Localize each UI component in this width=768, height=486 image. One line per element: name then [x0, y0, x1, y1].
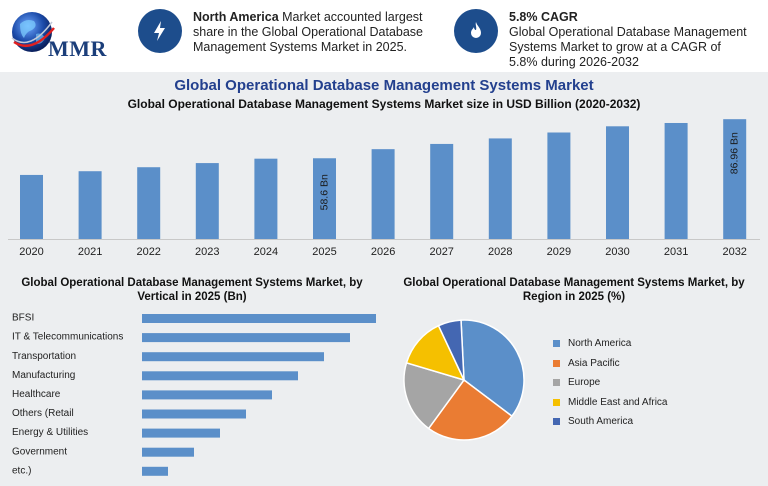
bar-2025: [313, 158, 336, 239]
x-tick-label: 2028: [488, 246, 512, 258]
x-tick-label: 2022: [136, 246, 160, 258]
bar-2032: [723, 119, 747, 239]
category-label: Transportation: [12, 351, 76, 362]
legend-item: Europe: [553, 377, 600, 388]
north-america-info: North America Market accounted largest s…: [193, 10, 428, 55]
x-tick-label: 2023: [195, 246, 219, 258]
market-size-bar-chart: 2020 2021 2022 2023 2024 2025 58.6 Bn 2026 2027 2…: [8, 119, 760, 258]
legend-label: North America: [568, 338, 632, 349]
bar-2028: [488, 138, 512, 239]
hbar: [142, 333, 350, 343]
legend-label: South America: [568, 416, 634, 428]
hbar: [142, 447, 194, 457]
x-tick-label: 2031: [664, 246, 688, 258]
globe-icon: [11, 12, 55, 52]
category-label: etc.): [12, 465, 31, 476]
data-label: 86.96 Bn: [728, 132, 740, 174]
category-label: Energy & Utilities: [12, 427, 88, 438]
x-tick-label: 2025: [312, 246, 336, 258]
category-label: Manufacturing: [12, 370, 75, 381]
bar-2031: [664, 122, 688, 239]
chart-subtitle: Global Operational Database Management S…: [127, 97, 641, 111]
bar-2027: [430, 143, 454, 239]
pie-slice: [427, 378, 513, 441]
bar-2030: [606, 126, 629, 239]
bar-2021: [78, 171, 102, 239]
legend-swatch: [553, 340, 560, 347]
legend-swatch: [553, 359, 560, 367]
hbar: [142, 428, 220, 438]
cagr-text: Global Operational Database Management S…: [509, 25, 747, 69]
legend-swatch: [553, 379, 560, 387]
bar-2024: [254, 158, 278, 239]
bar-2023: [195, 163, 219, 239]
legend-item: Asia Pacific: [553, 358, 620, 369]
category-label: BFSI: [12, 313, 34, 324]
x-tick-label: 2026: [371, 246, 395, 258]
data-label: 58.6 Bn: [318, 174, 330, 210]
hbar: [142, 314, 376, 323]
legend-item: Middle East and Africa: [553, 397, 668, 408]
bar-2029: [547, 132, 571, 239]
legend-item: North America: [553, 338, 631, 349]
hbar: [142, 352, 324, 362]
legend-item: South America: [553, 416, 633, 427]
x-tick-label: 2020: [19, 246, 43, 258]
region-pie-chart: [403, 319, 525, 441]
mmr-logo: MMR: [8, 8, 118, 66]
hbar: [142, 466, 168, 476]
hbar: [142, 409, 246, 419]
legend-swatch: [553, 398, 560, 406]
x-tick-label: 2021: [78, 246, 102, 258]
pie-slice: [437, 319, 465, 381]
bar-2022: [137, 167, 161, 239]
x-tick-label: 2024: [254, 246, 278, 258]
north-america-bold: North America: [193, 10, 279, 24]
region-chart-title: Global Operational Database Management S…: [403, 277, 745, 303]
header-banner: MMR North America Market accounted large…: [0, 0, 768, 72]
category-label: IT & Telecommunications: [12, 332, 123, 343]
pie-slice: [403, 361, 466, 430]
legend-label: Middle East and Africa: [568, 396, 668, 408]
bar-2020: [20, 174, 43, 239]
vertical-chart-title: Global Operational Database Management S…: [21, 277, 363, 303]
x-tick-label: 2030: [605, 246, 629, 258]
north-america-text: Market accounted largest share in the Gl…: [193, 10, 424, 54]
lightning-icon: [138, 9, 182, 53]
legend-label: Asia Pacific: [568, 357, 620, 369]
x-tick-label: 2027: [429, 246, 453, 258]
cagr-bold: 5.8% CAGR: [509, 10, 578, 24]
legend-swatch: [553, 418, 560, 426]
pie-slice: [460, 319, 525, 418]
cagr-info: 5.8% CAGR Global Operational Database Ma…: [509, 10, 749, 70]
main-title: Global Operational Database Management S…: [174, 77, 594, 94]
flame-icon: [454, 9, 498, 53]
bar-2026: [371, 149, 395, 239]
hbar: [142, 390, 272, 400]
hbar: [142, 371, 298, 381]
vertical-bar-chart: BFSI IT & Telecommunications Transportatio…: [12, 313, 376, 476]
x-tick-label: 2032: [722, 246, 746, 258]
category-label: Government: [12, 446, 67, 457]
category-label: Healthcare: [12, 389, 61, 400]
x-tick-label: 2029: [547, 246, 571, 258]
logo-text: MMR: [48, 36, 107, 61]
category-label: Others (Retail: [12, 408, 74, 419]
legend-label: Europe: [568, 377, 601, 389]
